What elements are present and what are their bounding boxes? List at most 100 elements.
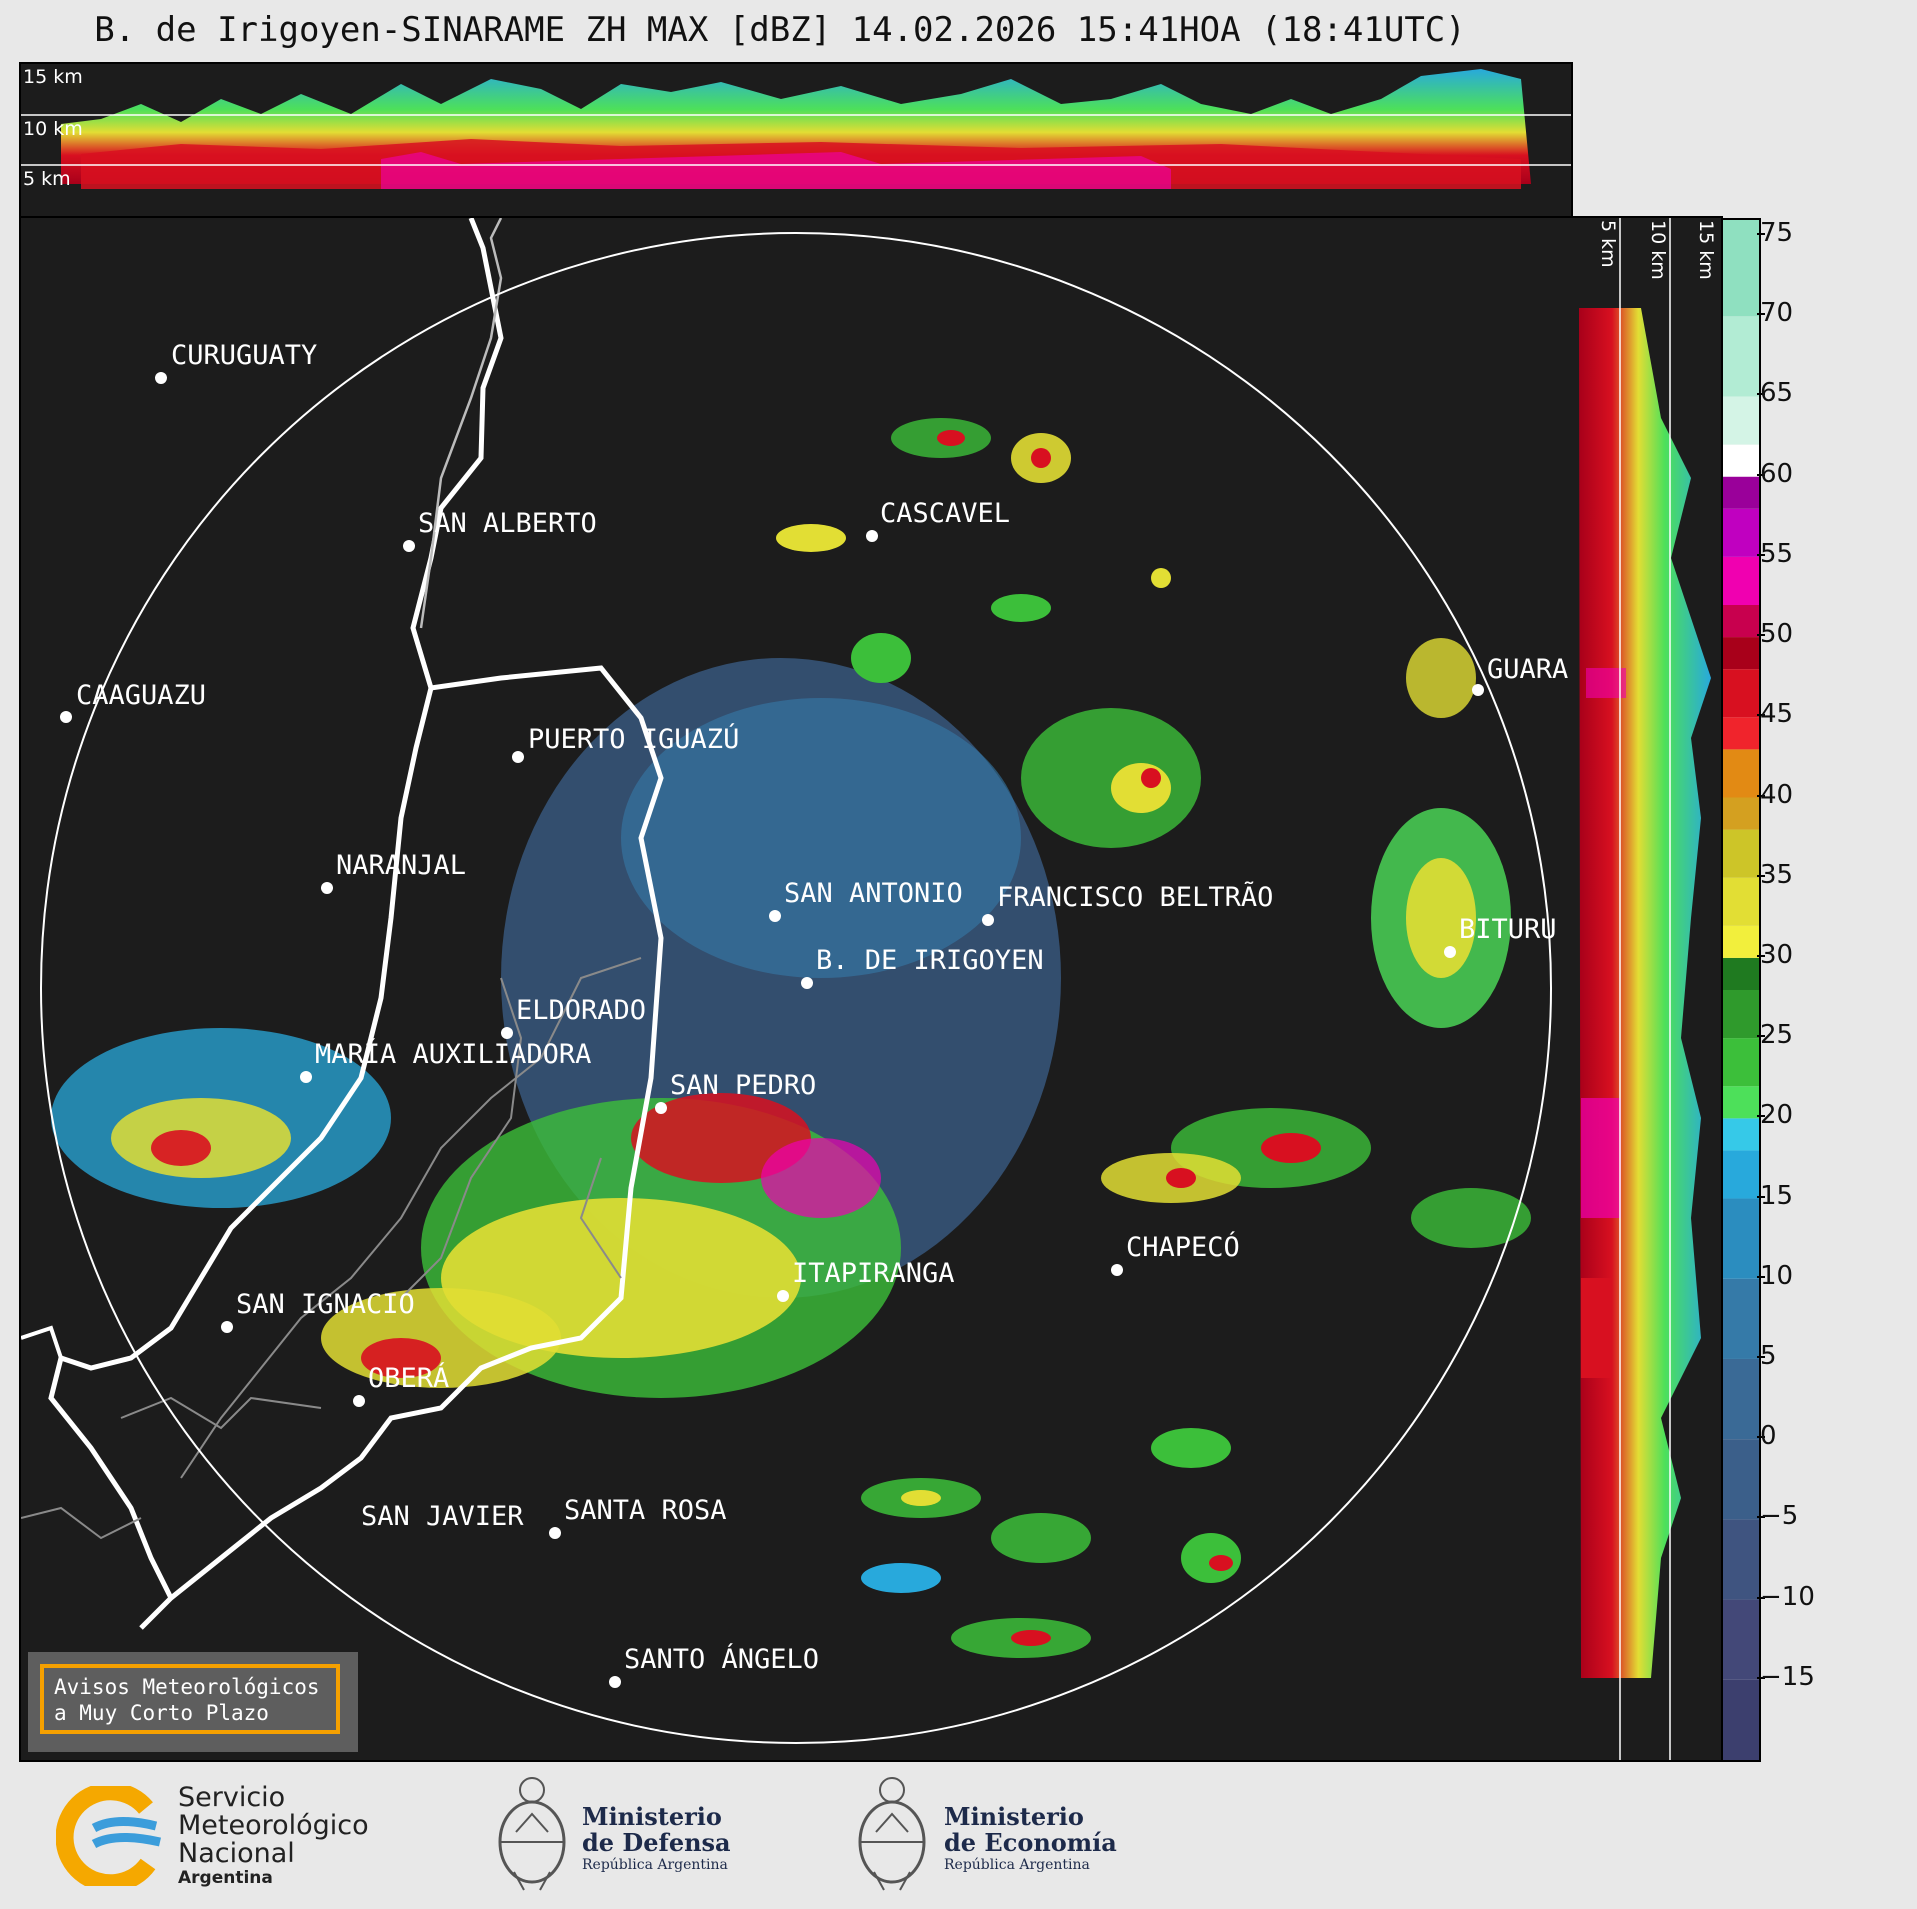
colorbar-swatch-14 <box>1723 877 1759 926</box>
economia-line-2: de Economía <box>944 1828 1117 1857</box>
place-label-bituru: BITURU <box>1459 914 1557 945</box>
colorbar-tick-mark <box>1757 714 1765 717</box>
footer: Servicio Meteorológico Nacional Argentin… <box>0 1760 1917 1909</box>
argentina-shield-icon <box>498 1777 566 1891</box>
colorbar-tick-mark <box>1757 233 1765 236</box>
smn-line-4: Argentina <box>178 1868 273 1888</box>
place-marker <box>769 910 781 922</box>
colorbar-swatch-1 <box>1723 1599 1759 1680</box>
colorbar-swatch-4 <box>1723 1358 1759 1440</box>
colorbar-swatch-17 <box>1723 749 1759 798</box>
place-marker <box>221 1321 233 1333</box>
colorbar-swatch-20 <box>1723 637 1759 670</box>
colorbar-tick-label: 55 <box>1760 538 1794 569</box>
place-label-b-de-irigoyen: B. DE IRIGOYEN <box>816 945 1044 976</box>
place-label-obera: OBERÁ <box>368 1363 450 1394</box>
colorbar-tick-label: 50 <box>1760 619 1794 650</box>
colorbar-tick-mark <box>1757 1676 1765 1679</box>
place-label-chapeco: CHAPECÓ <box>1126 1232 1240 1263</box>
colorbar-tick-label: 10 <box>1760 1260 1794 1291</box>
colorbar-tick-label: 60 <box>1760 458 1794 489</box>
colorbar-swatch-13 <box>1723 925 1759 958</box>
colorbar-tick-mark <box>1757 313 1765 316</box>
place-label-puerto-iguazu: PUERTO IGUAZÚ <box>528 724 740 755</box>
colorbar-swatch-19 <box>1723 669 1759 718</box>
colorbar-tick-label: 0 <box>1760 1421 1777 1452</box>
colorbar-tick-mark <box>1757 874 1765 877</box>
colorbar-tick-label: 5 <box>1760 1340 1777 1371</box>
defensa-line-1: Ministerio <box>582 1802 722 1831</box>
colorbar-tick-label: 30 <box>1760 939 1794 970</box>
border-paraguay-brazil <box>419 218 503 629</box>
colorbar-tick-label: 40 <box>1760 779 1794 810</box>
colorbar-tick-mark <box>1757 1195 1765 1198</box>
colorbar-swatch-21 <box>1723 605 1759 638</box>
colorbar-swatch-25 <box>1723 444 1759 477</box>
place-marker <box>60 711 72 723</box>
place-marker <box>1111 1264 1123 1276</box>
border-argentina-brazil <box>139 218 664 1630</box>
top-cross-section: 15 km 10 km 5 km <box>19 62 1573 220</box>
place-marker <box>353 1395 365 1407</box>
colorbar-tick-mark <box>1757 1516 1765 1519</box>
colorbar-swatches <box>1723 220 1759 1760</box>
place-marker <box>403 540 415 552</box>
colorbar-tick-label: 25 <box>1760 1020 1794 1051</box>
side-height-label-5: 5 km <box>1597 220 1619 268</box>
place-label-san-pedro: SAN PEDRO <box>670 1070 817 1101</box>
colorbar-swatch-0 <box>1723 1679 1759 1760</box>
colorbar-swatch-28 <box>1723 220 1759 317</box>
colorbar-swatch-3 <box>1723 1439 1759 1520</box>
warning-line-2: a Muy Corto Plazo <box>54 1701 269 1725</box>
colorbar-tick-label: 45 <box>1760 699 1794 730</box>
colorbar-tick-mark <box>1757 1596 1765 1599</box>
place-label-eldorado: ELDORADO <box>516 995 647 1026</box>
colorbar-tick-label: 65 <box>1760 378 1794 409</box>
colorbar-tick-mark <box>1757 1355 1765 1358</box>
colorbar-tick-label: 75 <box>1760 218 1794 249</box>
economia-line-1: Ministerio <box>944 1802 1084 1831</box>
place-label-curuguaty: CURUGUATY <box>171 340 318 371</box>
place-label-cascavel: CASCAVEL <box>880 498 1011 529</box>
place-marker <box>501 1027 513 1039</box>
place-marker <box>155 372 167 384</box>
place-marker <box>1444 946 1456 958</box>
precipitation-echoes <box>51 418 1531 1658</box>
map-title: B. de Irigoyen-SINARAME ZH MAX [dBZ] 14.… <box>94 10 1466 50</box>
place-label-san-alberto: SAN ALBERTO <box>418 508 597 539</box>
dbz-colorbar <box>1721 218 1761 1762</box>
side-height-label-15: 15 km <box>1695 220 1717 280</box>
top-height-label-5: 5 km <box>23 168 71 190</box>
place-label-san-javier: SAN JAVIER <box>361 1501 524 1532</box>
place-label-santo-angelo: SANTO ÁNGELO <box>624 1644 820 1675</box>
warning-box: Avisos Meteorológicos a Muy Corto Plazo <box>28 1652 358 1752</box>
radar-site-marker <box>801 977 813 989</box>
colorbar-tick-label: 70 <box>1760 298 1794 329</box>
colorbar-tick-label: −15 <box>1760 1661 1815 1692</box>
argentina-shield-icon <box>858 1777 926 1891</box>
border-argentina-paraguay <box>48 687 434 1600</box>
colorbar-tick-label: −5 <box>1760 1501 1799 1532</box>
colorbar-tick-mark <box>1757 473 1765 476</box>
colorbar-swatch-26 <box>1723 396 1759 445</box>
colorbar-tick-mark <box>1757 553 1765 556</box>
colorbar-swatch-18 <box>1723 717 1759 750</box>
colorbar-swatch-8 <box>1723 1118 1759 1151</box>
place-marker <box>982 914 994 926</box>
top-cross-section-echoes <box>21 69 1571 189</box>
smn-line-3: Nacional <box>178 1838 295 1869</box>
place-marker <box>512 751 524 763</box>
colorbar-swatch-5 <box>1723 1278 1759 1359</box>
defensa-line-2: de Defensa <box>582 1828 731 1857</box>
place-marker <box>655 1102 667 1114</box>
place-marker <box>777 1290 789 1302</box>
colorbar-tick-mark <box>1757 1115 1765 1118</box>
place-marker <box>300 1071 312 1083</box>
colorbar-swatch-24 <box>1723 476 1759 509</box>
place-marker <box>609 1676 621 1688</box>
colorbar-swatch-27 <box>1723 316 1759 397</box>
colorbar-swatch-15 <box>1723 829 1759 878</box>
colorbar-swatch-12 <box>1723 957 1759 990</box>
top-height-label-15: 15 km <box>23 66 83 88</box>
place-marker <box>549 1527 561 1539</box>
